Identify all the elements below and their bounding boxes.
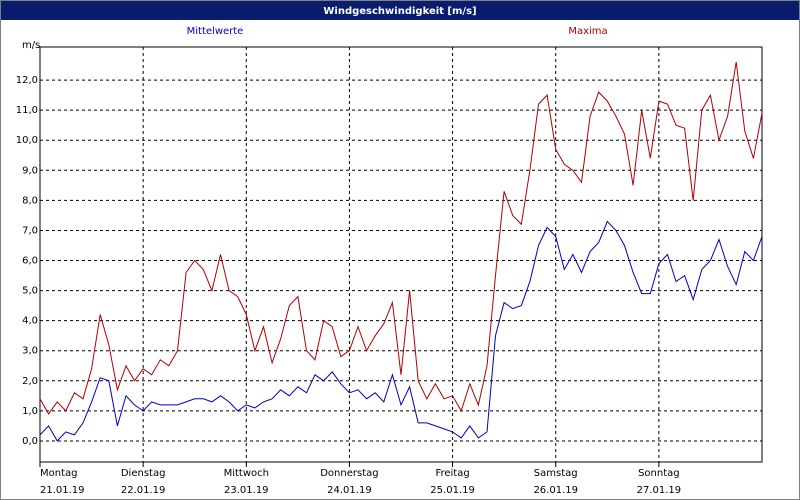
y-tick-label: 8,0 <box>22 195 38 206</box>
y-tick-label: 3,0 <box>22 346 38 357</box>
y-tick-label: 10,0 <box>16 135 38 146</box>
x-tick-label: Sonntag <box>638 468 680 479</box>
x-tick-label: Donnerstag <box>320 468 378 479</box>
x-tick-date: 24.01.19 <box>327 485 372 496</box>
x-tick-date: 23.01.19 <box>224 485 269 496</box>
y-tick-label: 9,0 <box>22 165 38 176</box>
x-tick-label: Dienstag <box>121 468 166 479</box>
x-tick-date: 22.01.19 <box>121 485 166 496</box>
x-tick-label: Mittwoch <box>224 468 269 479</box>
x-tick-date: 25.01.19 <box>430 485 475 496</box>
legend-label: Mittelwerte <box>187 26 244 37</box>
title-bar <box>1 1 799 20</box>
series-line <box>39 220 763 442</box>
x-tick-label: Montag <box>40 468 77 479</box>
y-tick-label: 2,0 <box>22 376 38 387</box>
x-tick-label: Freitag <box>435 468 469 479</box>
y-tick-label: 11,0 <box>16 105 38 116</box>
y-tick-label: 6,0 <box>22 256 38 267</box>
y-tick-label: 12,0 <box>16 75 38 86</box>
y-tick-label: 1,0 <box>22 406 38 417</box>
y-tick-label: 4,0 <box>22 316 38 327</box>
y-axis-label: m/s <box>22 40 40 51</box>
y-tick-label: 0,0 <box>22 436 38 447</box>
y-tick-label: 5,0 <box>22 286 38 297</box>
plot-frame <box>39 46 763 463</box>
legend-label: Maxima <box>568 26 607 37</box>
chart-title: Windgeschwindigkeit [m/s] <box>323 6 476 17</box>
x-tick-date: 26.01.19 <box>533 485 578 496</box>
x-tick-date: 21.01.19 <box>40 485 85 496</box>
x-tick-label: Samstag <box>534 468 578 479</box>
y-tick-label: 7,0 <box>22 225 38 236</box>
x-tick-date: 27.01.19 <box>637 485 682 496</box>
series-line <box>39 61 763 415</box>
